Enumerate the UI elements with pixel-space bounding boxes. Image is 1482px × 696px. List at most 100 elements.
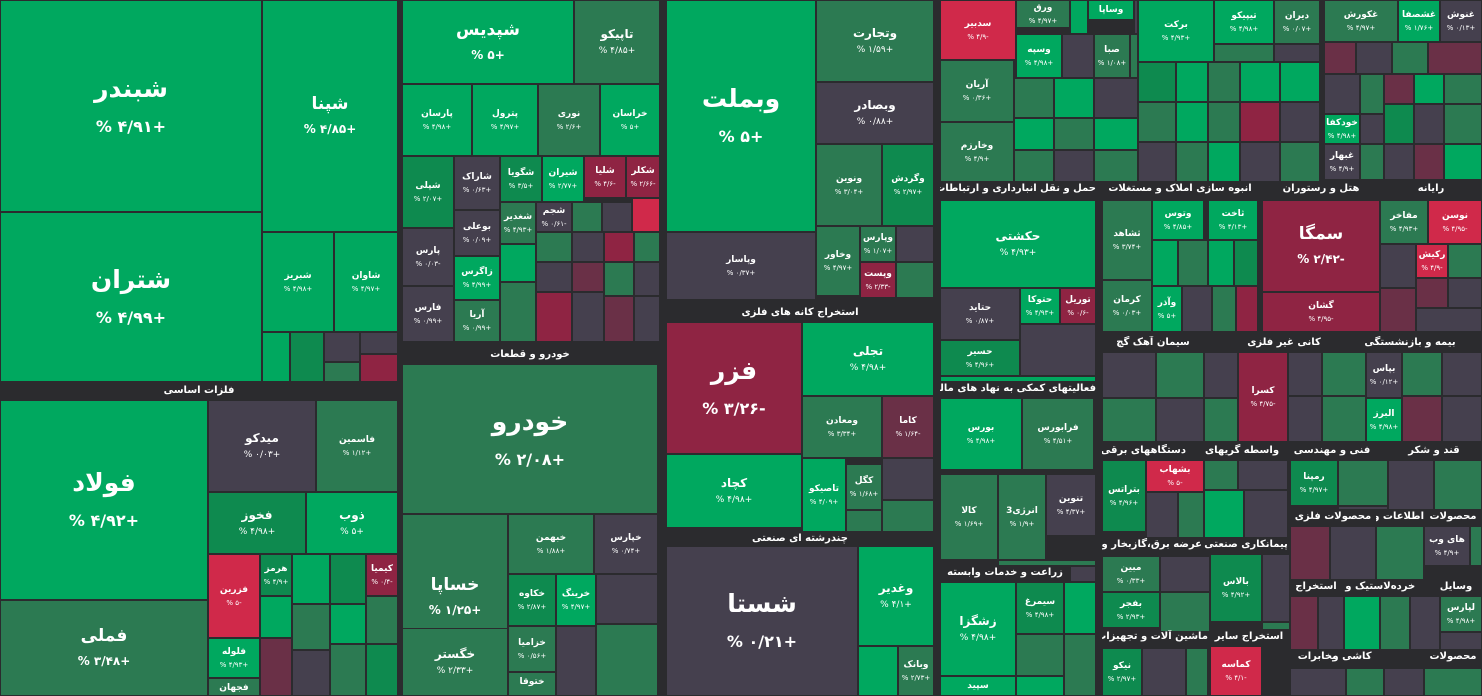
treemap-tile[interactable]: البرز +۴/۹۸ % <box>1366 398 1402 442</box>
treemap-tile[interactable]: بپاس +۰/۱۲ % <box>1366 352 1402 398</box>
treemap-tile[interactable]: غبهار +۴/۹ % <box>1324 144 1360 180</box>
treemap-tile[interactable]: وبانک +۲/۷۳ % <box>898 646 934 696</box>
treemap-tile[interactable]: ختوقا <box>508 672 556 696</box>
treemap-tile[interactable]: تنوین +۴/۳۷ % <box>1046 474 1096 536</box>
treemap-tile[interactable]: بالاس +۴/۹۲ % <box>1210 554 1262 622</box>
treemap-tile[interactable]: فجهان <box>208 678 260 696</box>
treemap-tile[interactable]: وتجارت +۱/۵۹ % <box>816 0 934 82</box>
treemap-tile[interactable]: سپید <box>940 676 1016 696</box>
treemap-tile[interactable]: کاما -۱/۶۴ % <box>882 396 934 458</box>
treemap-tile[interactable]: فارس +۰/۹۹ % <box>402 286 454 342</box>
treemap-tile[interactable]: وساپا +۴/۹۷ % <box>1088 0 1134 20</box>
treemap-tile[interactable]: لپارس +۴/۹۸ % <box>1440 596 1482 632</box>
treemap-tile[interactable]: دیران +۰/۰۷ % <box>1274 0 1320 44</box>
treemap-tile[interactable]: نیکو +۲/۹۷ % <box>1102 648 1142 696</box>
treemap-tile[interactable]: وپارس +۱/۰۷ % <box>860 226 896 262</box>
treemap-tile[interactable]: کالا +۱/۶۹ % <box>940 474 998 560</box>
treemap-tile[interactable]: وآذر +۵ % <box>1152 286 1182 332</box>
treemap-tile[interactable]: زشگزا +۴/۹۸ % <box>940 582 1016 676</box>
treemap-tile[interactable]: حتاید +۰/۸۷ % <box>940 288 1020 340</box>
treemap-tile[interactable]: بفجر +۲/۹۳ % <box>1102 592 1160 628</box>
treemap-tile[interactable]: بتراتس +۴/۹۶ % <box>1102 460 1146 532</box>
treemap-tile[interactable]: فزر -۳/۲۶ % <box>666 322 802 454</box>
treemap-tile[interactable]: کسرا -۴/۷۵ % <box>1238 352 1288 442</box>
treemap-tile[interactable]: فزرین -۵ % <box>208 554 260 638</box>
treemap-tile[interactable]: سیمرغ +۴/۹۸ % <box>1016 582 1064 634</box>
treemap-tile[interactable]: وتوس +۴/۸۵ % <box>1152 200 1204 240</box>
treemap-tile[interactable]: وخاور +۴/۹۷ % <box>816 226 860 296</box>
treemap-tile[interactable]: وبملت +۵ % <box>666 0 816 232</box>
treemap-tile[interactable]: شستا +۰/۲۱ % <box>666 546 858 696</box>
treemap-tile[interactable]: بورس +۴/۹۸ % <box>940 398 1022 470</box>
treemap-tile[interactable]: کگل +۱/۶۸ % <box>846 464 882 510</box>
treemap-tile[interactable]: تجلی +۴/۹۸ % <box>802 322 934 396</box>
treemap-tile[interactable]: کچاد +۴/۹۸ % <box>666 454 802 528</box>
treemap-tile[interactable]: آریان +۰/۳۶ % <box>940 60 1014 122</box>
treemap-tile[interactable]: زاگرس +۴/۹۹ % <box>454 256 500 300</box>
treemap-tile[interactable]: ونوین +۳/۰۴ % <box>816 144 882 226</box>
treemap-tile[interactable]: شگویا +۳/۵ % <box>500 156 542 202</box>
treemap-tile[interactable]: کرمان +۰/۰۳ % <box>1102 280 1152 332</box>
treemap-tile[interactable]: ثشاهد +۳/۷۴ % <box>1102 200 1152 280</box>
treemap-tile[interactable]: میدکو +۰/۰۳ % <box>208 400 316 492</box>
treemap-tile[interactable]: رکیش -۴/۹ % <box>1416 244 1448 278</box>
treemap-tile[interactable]: خرینگ +۴/۹۷ % <box>556 574 596 626</box>
treemap-tile[interactable]: نوسن -۴/۹۵ % <box>1428 200 1482 244</box>
treemap-tile[interactable]: مفاخر +۴/۹۳ % <box>1380 200 1428 244</box>
treemap-tile[interactable]: آریا +۰/۹۹ % <box>454 300 500 342</box>
treemap-tile[interactable]: کماسه -۴/۱ % <box>1210 646 1262 696</box>
treemap-tile[interactable]: ومعادن +۳/۳۴ % <box>802 396 882 458</box>
treemap-tile[interactable]: وخارزم +۴/۹ % <box>940 122 1014 182</box>
treemap-tile[interactable]: پارس -۰/۰۳ % <box>402 228 454 286</box>
treemap-tile[interactable]: ثاخت +۴/۱۳ % <box>1208 200 1258 240</box>
treemap-tile[interactable]: تاپیکو +۴/۸۵ % <box>574 0 660 84</box>
treemap-tile[interactable]: خراسان +۵ % <box>600 84 660 156</box>
treemap-tile[interactable]: خکاوه +۲/۸۷ % <box>508 574 556 626</box>
treemap-tile[interactable]: صبا +۱/۰۸ % <box>1094 34 1130 78</box>
treemap-tile[interactable]: خگستر +۲/۳۳ % <box>402 628 508 696</box>
treemap-tile[interactable]: فلوله +۴/۹۳ % <box>208 638 260 678</box>
treemap-tile[interactable]: بشهاب -۵ % <box>1146 460 1204 492</box>
treemap-tile[interactable]: هرمز +۴/۹ % <box>260 554 292 596</box>
treemap-tile[interactable]: خبهمن +۱/۸۸ % <box>508 514 594 574</box>
treemap-tile[interactable]: فخوز +۴/۹۸ % <box>208 492 306 554</box>
treemap-tile[interactable]: غکورش +۴/۹۷ % <box>1324 0 1398 42</box>
treemap-tile[interactable]: فملی +۳/۴۸ % <box>0 600 208 696</box>
treemap-tile[interactable]: گشان -۴/۹۵ % <box>1262 292 1380 332</box>
treemap-tile[interactable]: شاراک +۰/۶۳ % <box>454 156 500 210</box>
treemap-tile[interactable]: فرابورس +۴/۵۱ % <box>1022 398 1094 470</box>
treemap-tile[interactable]: پارسان +۴/۹۸ % <box>402 84 472 156</box>
treemap-tile[interactable]: رمپنا +۴/۹۷ % <box>1290 460 1338 506</box>
treemap-tile[interactable]: حسیر +۴/۹۶ % <box>940 340 1020 376</box>
treemap-tile[interactable]: حکشتی +۴/۹۳ % <box>940 200 1096 288</box>
treemap-tile[interactable]: شتران +۴/۹۹ % <box>0 212 262 382</box>
treemap-tile[interactable]: سمگا -۲/۴۲ % <box>1262 200 1380 292</box>
treemap-tile[interactable]: شلیا -۴/۶ % <box>584 156 626 198</box>
treemap-tile[interactable]: خودکفا +۴/۹۸ % <box>1324 114 1360 144</box>
treemap-tile[interactable]: سدبیر -۴/۹ % <box>940 0 1016 60</box>
treemap-tile[interactable]: شبندر +۴/۹۱ % <box>0 0 262 212</box>
treemap-tile[interactable]: غنوش +۰/۱۳ % <box>1440 0 1482 42</box>
treemap-tile[interactable]: وپست -۲/۳۳ % <box>860 262 896 298</box>
treemap-tile[interactable]: شیران +۲/۷۷ % <box>542 156 584 202</box>
treemap-tile[interactable]: شجم -۰/۶۱ % <box>536 202 572 232</box>
treemap-tile[interactable]: شاوان +۴/۹۷ % <box>334 232 398 332</box>
treemap-tile[interactable]: ذوب +۵ % <box>306 492 398 554</box>
treemap-tile[interactable]: بوعلی +۰/۰۹ % <box>454 210 500 256</box>
treemap-tile[interactable]: خودرو +۲/۰۸ % <box>402 364 658 514</box>
treemap-tile[interactable]: وغدیر +۴/۱ % <box>858 546 934 646</box>
treemap-tile[interactable]: شبریز +۴/۹۸ % <box>262 232 334 332</box>
treemap-tile[interactable]: خپارس +۰/۷۴ % <box>594 514 658 574</box>
treemap-tile[interactable]: شپدیس +۵ % <box>402 0 574 84</box>
treemap-tile[interactable]: نوری +۲/۶ % <box>538 84 600 156</box>
treemap-tile[interactable]: شکلر -۲/۶۶ % <box>626 156 660 198</box>
treemap-tile[interactable]: شغدیر +۴/۹۳ % <box>500 202 536 244</box>
treemap-tile[interactable]: شپلی +۲/۰۷ % <box>402 156 454 228</box>
treemap-tile[interactable]: انرژی3 +۱/۹ % <box>998 474 1046 560</box>
treemap-tile[interactable]: برکت +۴/۹۳ % <box>1138 0 1214 62</box>
treemap-tile[interactable]: ورق +۴/۹۷ % <box>1016 0 1070 28</box>
treemap-tile[interactable]: تیپیکو +۴/۹۸ % <box>1214 0 1274 44</box>
treemap-tile[interactable]: غشصفا +۱/۷۶ % <box>1398 0 1440 42</box>
treemap-tile[interactable]: های وب +۴/۹ % <box>1424 526 1470 566</box>
treemap-tile[interactable]: تاصیکو +۴/۰۹ % <box>802 458 846 532</box>
